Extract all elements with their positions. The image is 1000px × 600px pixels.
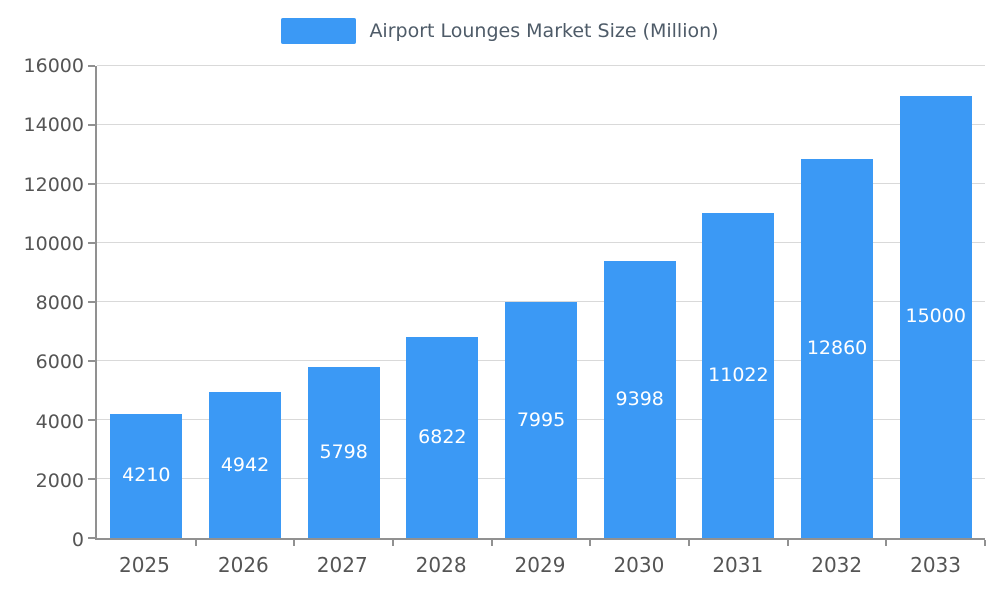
bar-slot: 15000: [886, 66, 985, 538]
y-axis-tick: [88, 301, 95, 303]
bars: 4210 4942 5798 6822 7995 9398 11022 12860 15000: [97, 66, 985, 538]
bar-slot: 12860: [788, 66, 887, 538]
legend-label: Airport Lounges Market Size (Million): [369, 20, 719, 42]
bar-2027[interactable]: 5798: [307, 366, 380, 538]
x-axis-tick: [589, 540, 592, 546]
legend-swatch-icon: [281, 18, 357, 44]
x-tick-label-2033: 2033: [910, 553, 962, 577]
bar-value-label: 7995: [516, 408, 566, 431]
bar-2029[interactable]: 7995: [505, 302, 578, 538]
x-axis-labels: 2025 2026 2027 2028 2029 2030 2031 2032 2033: [95, 550, 985, 580]
bar-value-label: 5798: [319, 440, 368, 463]
bar-2030[interactable]: 9398: [603, 260, 676, 538]
chart-legend[interactable]: Airport Lounges Market Size (Million): [0, 18, 1000, 44]
bar-slot: 7995: [492, 66, 591, 538]
bar-value-label: 4942: [220, 453, 270, 476]
gridline: [97, 183, 985, 184]
y-tick-label: 0: [71, 529, 84, 551]
x-tick-label-2025: 2025: [118, 553, 170, 577]
x-axis-tick: [786, 540, 789, 546]
x-axis-tick: [885, 540, 888, 546]
y-axis-tick: [88, 419, 95, 421]
gridline: [97, 301, 985, 302]
y-tick-label: 4000: [35, 410, 84, 433]
bar-2031[interactable]: 11022: [702, 212, 775, 538]
bar-value-label: 6822: [418, 425, 467, 448]
bar-value-label: 9398: [615, 387, 664, 410]
bar-2025[interactable]: 4210: [110, 413, 183, 538]
x-tick-label-2026: 2026: [217, 553, 269, 577]
y-tick-label: 12000: [23, 173, 84, 196]
x-axis-tick: [984, 540, 986, 546]
bar-slot: 6822: [393, 66, 492, 538]
gridline: [97, 242, 985, 243]
y-axis-tick: [88, 183, 95, 185]
y-axis-labels: 0 2000 4000 6000 8000 10000 12000 14000 16000: [0, 55, 84, 551]
x-tick-label-2031: 2031: [712, 553, 764, 577]
y-tick-label: 16000: [23, 55, 84, 77]
bar-value-label: 15000: [905, 305, 966, 328]
y-axis-tick: [88, 478, 95, 480]
bar-2033[interactable]: 15000: [899, 95, 972, 538]
y-axis-tick: [88, 124, 95, 126]
bar-slot: 9398: [590, 66, 689, 538]
bar-value-label: 4210: [122, 464, 171, 487]
x-tick-label-2028: 2028: [415, 553, 467, 577]
bar-slot: 4210: [97, 66, 196, 538]
y-tick-label: 10000: [23, 232, 84, 255]
y-tick-label: 14000: [23, 114, 84, 137]
gridline: [97, 124, 985, 125]
x-axis-tick: [391, 540, 394, 546]
y-axis-tick: [88, 242, 95, 244]
bar-2032[interactable]: 12860: [801, 158, 874, 538]
x-axis-tick: [490, 540, 493, 546]
bar-slot: 5798: [294, 66, 393, 538]
plot-area: 4210 4942 5798 6822 7995 9398 11022 12860 15000: [88, 65, 986, 546]
x-tick-label-2032: 2032: [811, 553, 863, 577]
x-tick-label-2029: 2029: [514, 553, 566, 577]
bar-2028[interactable]: 6822: [406, 336, 479, 538]
y-axis-tick: [88, 360, 95, 362]
y-tick-label: 2000: [35, 469, 84, 492]
x-axis-tick: [194, 540, 197, 546]
bar-value-label: 12860: [806, 336, 868, 359]
bar-value-label: 11022: [708, 363, 769, 386]
bar-2026[interactable]: 4942: [209, 392, 282, 538]
bar-slot: 11022: [689, 66, 788, 538]
x-tick-label-2030: 2030: [613, 553, 665, 577]
x-axis-tick: [687, 540, 690, 546]
y-tick-label: 6000: [35, 351, 84, 374]
x-axis-tick: [293, 540, 296, 546]
gridline: [97, 65, 985, 66]
x-tick-label-2027: 2027: [316, 553, 368, 577]
y-tick-label: 8000: [35, 292, 84, 314]
y-axis-tick: [88, 537, 95, 539]
bar-slot: 4942: [196, 66, 295, 538]
y-axis-tick: [88, 65, 95, 67]
